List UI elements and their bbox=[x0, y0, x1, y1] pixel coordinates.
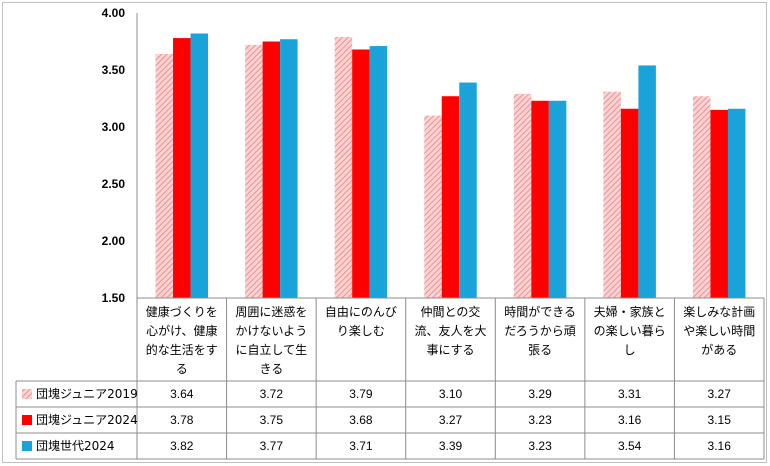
category-label: 自由にのんび bbox=[325, 305, 397, 319]
category-label: 仲間との交 bbox=[421, 304, 481, 319]
bar-団塊ジュニア2024 bbox=[352, 49, 370, 299]
bar-団塊世代2024 bbox=[459, 82, 477, 298]
category-label: がある bbox=[701, 342, 737, 357]
data-label: 3.27 bbox=[708, 387, 732, 401]
bar-団塊ジュニア2024 bbox=[441, 96, 460, 298]
data-label: 3.15 bbox=[708, 413, 732, 427]
data-label: 3.31 bbox=[618, 387, 642, 401]
data-label: 3.71 bbox=[349, 439, 373, 453]
legend-swatch bbox=[22, 441, 32, 451]
legend-swatch bbox=[22, 415, 32, 425]
legend-label: 団塊世代2024 bbox=[36, 438, 115, 453]
y-tick-label: 3.50 bbox=[102, 63, 126, 77]
category-label: きる bbox=[259, 362, 283, 376]
bar-団塊世代2024 bbox=[548, 100, 567, 298]
legend-swatch bbox=[22, 389, 32, 399]
bar-団塊ジュニア2024 bbox=[710, 109, 728, 299]
category-label: 夫婦・家族と bbox=[594, 304, 666, 319]
legend-label: 団塊ジュニア2019 bbox=[36, 386, 138, 401]
category-label: 事にする bbox=[426, 343, 474, 357]
category-label: 周囲に迷惑を bbox=[235, 305, 307, 319]
data-label: 3.39 bbox=[439, 439, 463, 453]
category-label: 流、友人を大 bbox=[414, 324, 486, 338]
data-label: 3.82 bbox=[170, 439, 194, 453]
data-label: 3.72 bbox=[260, 387, 284, 401]
bar-団塊世代2024 bbox=[369, 46, 388, 299]
bar-団塊世代2024 bbox=[190, 33, 209, 299]
bar-団塊ジュニア2019 bbox=[603, 91, 621, 298]
category-label: 健康づくりを bbox=[146, 304, 218, 319]
category-label: や楽しい時間 bbox=[683, 324, 755, 338]
bar-団塊ジュニア2019 bbox=[155, 54, 174, 298]
bar-団塊ジュニア2019 bbox=[334, 36, 353, 298]
bar-団塊世代2024 bbox=[280, 39, 298, 298]
data-label: 3.23 bbox=[528, 439, 552, 453]
bar-団塊世代2024 bbox=[727, 108, 746, 298]
y-tick-label: 3.00 bbox=[102, 120, 126, 134]
y-tick-label: 2.50 bbox=[102, 177, 126, 191]
data-label: 3.16 bbox=[708, 439, 732, 453]
category-label: 楽しみな計画 bbox=[683, 304, 755, 319]
data-label: 3.64 bbox=[170, 387, 194, 401]
bar-団塊ジュニア2019 bbox=[424, 115, 442, 298]
data-label: 3.78 bbox=[170, 413, 194, 427]
y-tick-label: 1.50 bbox=[102, 291, 126, 305]
data-label: 3.29 bbox=[528, 387, 552, 401]
bar-団塊ジュニア2024 bbox=[620, 108, 639, 298]
bar-団塊ジュニア2019 bbox=[692, 96, 711, 298]
data-label: 3.27 bbox=[439, 413, 463, 427]
data-label: 3.75 bbox=[260, 413, 284, 427]
data-label: 3.79 bbox=[349, 387, 373, 401]
category-label: 時間ができる bbox=[504, 304, 576, 319]
bar-団塊ジュニア2019 bbox=[513, 93, 532, 298]
category-label: し bbox=[624, 343, 636, 357]
bar-団塊ジュニア2024 bbox=[531, 100, 549, 298]
category-label: り楽しむ bbox=[337, 324, 385, 338]
category-label: 的な生活をす bbox=[146, 342, 218, 357]
bar-団塊ジュニア2019 bbox=[245, 44, 263, 298]
category-label: かけないよう bbox=[235, 324, 307, 338]
data-label: 3.77 bbox=[260, 439, 284, 453]
legend-label: 団塊ジュニア2024 bbox=[36, 412, 138, 427]
category-label: に自立して生 bbox=[236, 342, 308, 357]
category-label: だろうから頑 bbox=[504, 324, 575, 338]
data-label: 3.16 bbox=[618, 413, 642, 427]
category-label: 張る bbox=[528, 343, 552, 357]
y-tick-label: 2.00 bbox=[102, 234, 126, 248]
category-label: る bbox=[176, 362, 188, 376]
data-label: 3.68 bbox=[349, 413, 373, 427]
bar-団塊ジュニア2024 bbox=[262, 41, 281, 298]
bar-団塊世代2024 bbox=[638, 65, 656, 298]
data-label: 3.10 bbox=[439, 387, 463, 401]
category-label: の楽しい暮ら bbox=[594, 324, 666, 338]
data-label: 3.23 bbox=[528, 413, 552, 427]
category-label: 心がけ、健康 bbox=[146, 323, 217, 338]
bar-団塊ジュニア2024 bbox=[173, 38, 191, 298]
y-tick-label: 4.00 bbox=[102, 6, 126, 20]
data-label: 3.54 bbox=[618, 439, 642, 453]
